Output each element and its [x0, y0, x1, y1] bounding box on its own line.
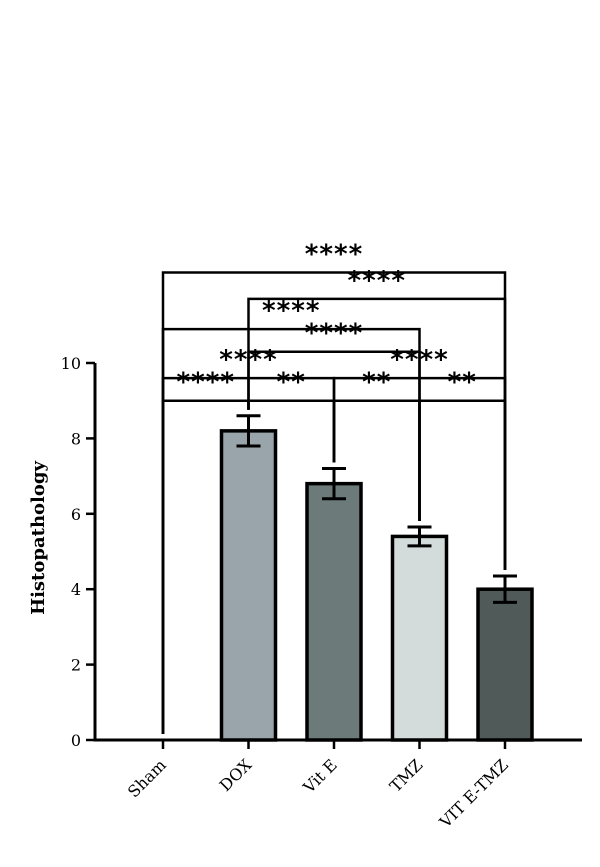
x-tick-labels: Sham DOX Vit E TMZ VIT E-TMZ — [124, 755, 512, 832]
y-tick-label-10: 10 — [61, 354, 81, 373]
y-tick-label-0: 0 — [71, 731, 81, 750]
significance-label-0: **** — [305, 240, 363, 270]
bar-dox — [219, 429, 278, 742]
x-tick-label-1: DOX — [216, 755, 256, 795]
significance-label-8: ** — [362, 368, 391, 398]
y-tick-label-4: 4 — [71, 580, 81, 599]
significance-label-6: **** — [177, 368, 235, 398]
significance-label-3: **** — [305, 319, 363, 349]
significance-label-7: ** — [277, 368, 306, 398]
bar-vit-e-tmz — [476, 587, 534, 742]
y-tick-label-2: 2 — [71, 656, 81, 675]
bar-vit-e — [305, 481, 363, 742]
y-axis-title: Histopathology — [28, 461, 49, 615]
bars — [219, 429, 534, 742]
significance-bracket-9 — [418, 399, 507, 571]
x-tick-label-3: TMZ — [386, 755, 426, 795]
significance-bracket-1 — [247, 297, 507, 571]
error-bars — [236, 414, 517, 604]
y-tick-label-8: 8 — [71, 429, 81, 448]
significance-label-9: ** — [448, 368, 477, 398]
significance-label-1: **** — [348, 266, 406, 296]
significance-label-5: **** — [390, 345, 448, 375]
x-tick-label-0: Sham — [124, 755, 170, 801]
y-ticks: 0 2 4 6 8 10 — [61, 354, 95, 750]
x-tick-label-2: Vit E — [299, 755, 341, 797]
significance-brackets: ******************** ******** ** ** ** — [161, 240, 507, 734]
axes — [93, 363, 582, 749]
significance-label-2: **** — [262, 296, 320, 326]
y-tick-label-6: 6 — [71, 505, 81, 524]
bar-tmz — [390, 534, 449, 742]
significance-label-4: **** — [219, 345, 277, 375]
x-tick-label-4: VIT E-TMZ — [435, 755, 512, 832]
